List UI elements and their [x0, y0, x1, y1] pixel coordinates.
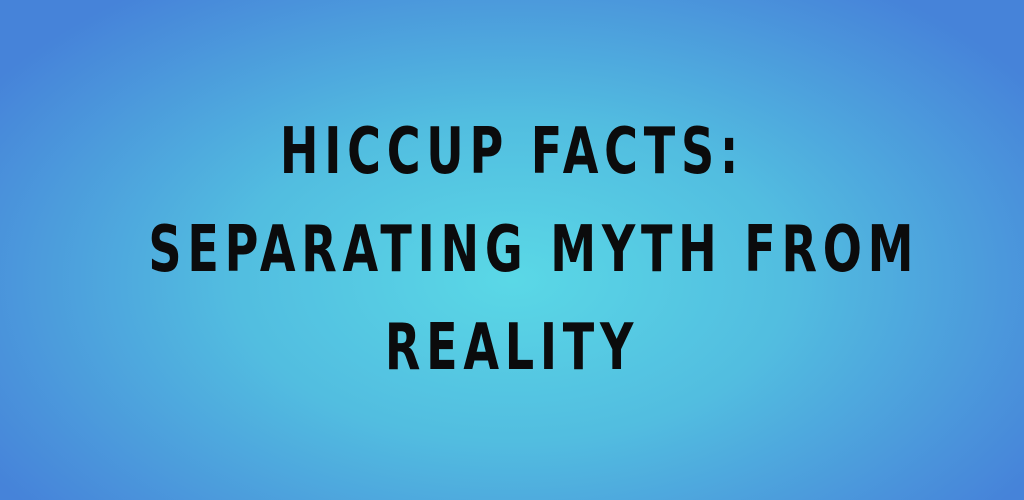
banner-title: HICCUP FACTS: SEPARATING MYTH FROM REALI…: [148, 103, 920, 397]
title-line-2: SEPARATING MYTH FROM: [148, 213, 920, 287]
title-line-3: REALITY: [384, 311, 640, 385]
title-line-1: HICCUP FACTS:: [279, 115, 745, 189]
